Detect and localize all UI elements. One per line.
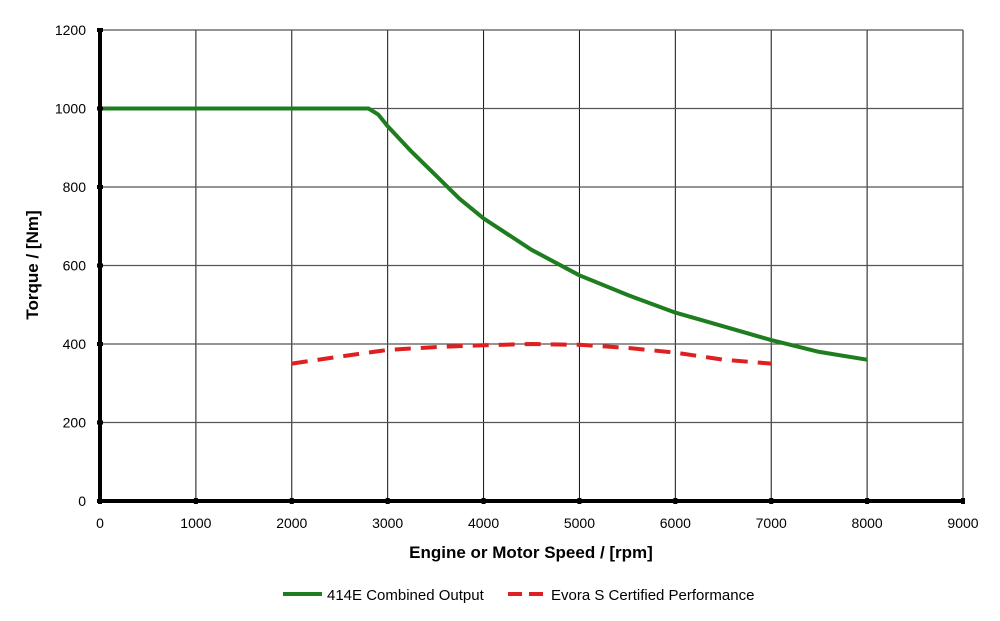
legend: 414E Combined Output Evora S Certified P… <box>283 587 754 604</box>
series-line-1 <box>291 342 772 366</box>
axes: 0 1000 2000 3000 4000 5000 6000 7000 8000 9000 0 20… <box>55 22 979 531</box>
grid <box>100 29 964 501</box>
y-tick-label: 0 <box>78 493 86 509</box>
x-tick-label: 9000 <box>947 515 978 531</box>
x-tick-label: 1000 <box>180 515 211 531</box>
series-line-0 <box>100 106 868 362</box>
y-tick-label: 800 <box>63 179 87 195</box>
x-tick-label: 8000 <box>852 515 883 531</box>
x-tick-label: 3000 <box>372 515 403 531</box>
series-group <box>100 106 868 366</box>
legend-label-414e: 414E Combined Output <box>327 587 485 604</box>
y-tick-label: 1000 <box>55 101 86 117</box>
y-tick-label: 400 <box>63 336 87 352</box>
x-tick-label: 0 <box>96 515 104 531</box>
legend-label-evora: Evora S Certified Performance <box>551 587 754 604</box>
x-tick-label: 7000 <box>756 515 787 531</box>
x-tick-label: 5000 <box>564 515 595 531</box>
x-tick-label: 6000 <box>660 515 691 531</box>
x-axis-label: Engine or Motor Speed / [rpm] <box>409 543 653 562</box>
x-tick-label: 4000 <box>468 515 499 531</box>
y-tick-label: 200 <box>63 415 87 431</box>
y-axis-label: Torque / [Nm] <box>23 210 42 319</box>
y-tick-label: 600 <box>63 258 87 274</box>
y-tick-label: 1200 <box>55 22 86 38</box>
x-tick-label: 2000 <box>276 515 307 531</box>
